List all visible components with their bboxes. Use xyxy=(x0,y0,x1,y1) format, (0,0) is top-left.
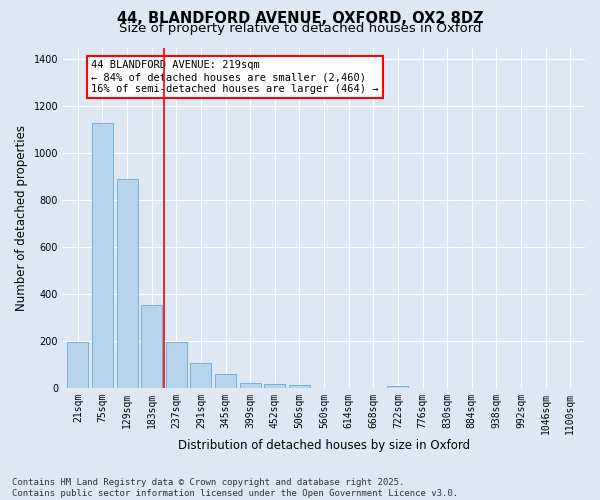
Bar xyxy=(116,179,137,388)
Bar xyxy=(289,385,310,388)
Bar xyxy=(190,364,211,388)
Bar xyxy=(166,342,187,388)
Text: Contains HM Land Registry data © Crown copyright and database right 2025.
Contai: Contains HM Land Registry data © Crown c… xyxy=(12,478,458,498)
Bar xyxy=(141,304,162,388)
Bar xyxy=(215,374,236,388)
Y-axis label: Number of detached properties: Number of detached properties xyxy=(15,124,28,310)
Text: 44 BLANDFORD AVENUE: 219sqm
← 84% of detached houses are smaller (2,460)
16% of : 44 BLANDFORD AVENUE: 219sqm ← 84% of det… xyxy=(91,60,379,94)
X-axis label: Distribution of detached houses by size in Oxford: Distribution of detached houses by size … xyxy=(178,440,470,452)
Bar xyxy=(92,122,113,388)
Bar xyxy=(67,342,88,388)
Text: 44, BLANDFORD AVENUE, OXFORD, OX2 8DZ: 44, BLANDFORD AVENUE, OXFORD, OX2 8DZ xyxy=(117,11,483,26)
Bar xyxy=(388,386,409,388)
Bar xyxy=(265,384,285,388)
Bar xyxy=(239,383,260,388)
Text: Size of property relative to detached houses in Oxford: Size of property relative to detached ho… xyxy=(119,22,481,35)
